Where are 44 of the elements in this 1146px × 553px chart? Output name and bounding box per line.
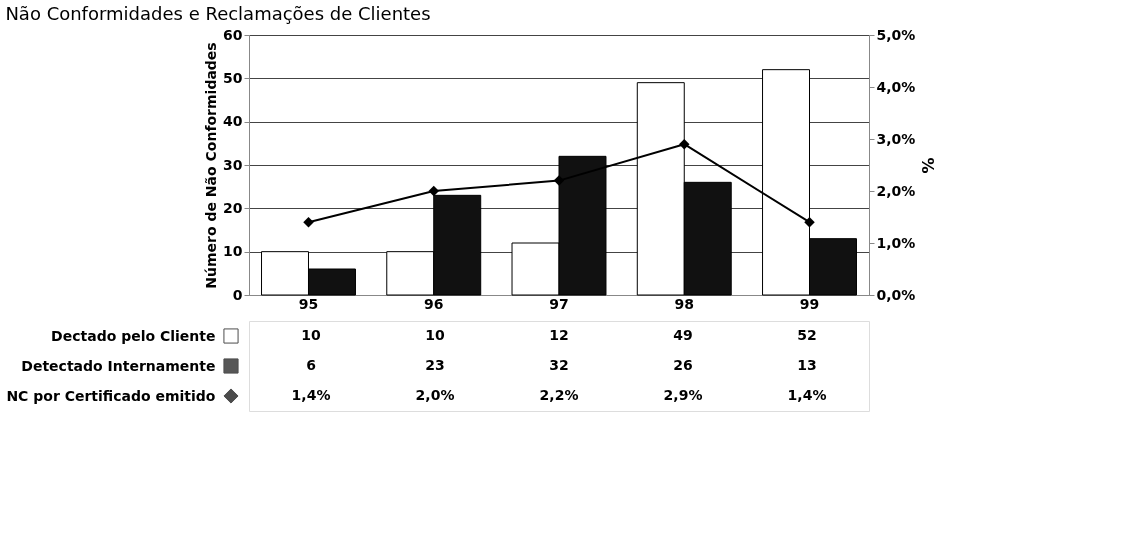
y2-axis-title: % [918,157,938,174]
data-label: 2,2% [539,387,579,403]
data-label: 2,0% [415,387,455,403]
x-tick-label: 96 [424,295,444,312]
y2-tick-label: 4,0% [876,78,916,95]
y-axis-title: Número de Não Conformidades [203,42,220,289]
x-tick-label: 98 [674,295,694,312]
legend-label: Dectado pelo Cliente [51,327,216,344]
chart-title: Não Conformidades e Reclamações de Clientes [5,2,431,24]
data-label: 12 [549,327,569,343]
y-tick-label: 10 [223,243,243,260]
data-label: 49 [673,327,693,343]
y-tick-label: 30 [223,156,243,173]
y-tick-label: 40 [223,113,243,130]
data-label: 23 [425,357,445,373]
point [303,216,314,228]
data-label: 1,4% [291,387,331,403]
y-tick-label: 60 [223,26,243,43]
y2-tick-label: 3,0% [876,130,916,147]
data-label: 10 [425,327,445,343]
data-label: 13 [797,357,817,373]
data-label: 1,4% [787,387,827,403]
data-label: 6 [306,357,316,373]
y2-tick-label: 5,0% [876,26,916,43]
legend-label: Detectado Internamente [21,357,216,374]
y2-tick-label: 1,0% [876,234,916,251]
y2-tick-label: 2,0% [876,182,916,199]
data-label: 2,9% [663,387,703,403]
x-tick-label: 97 [549,295,569,312]
point [428,185,439,197]
y-tick-label: 50 [223,69,243,86]
x-tick-label: 99 [799,295,820,312]
y-tick-label: 20 [223,199,243,216]
data-label: 52 [797,327,817,343]
data-label: 26 [673,357,693,373]
point [679,138,690,150]
legend-label: NC por Certificado emitido [6,387,216,404]
data-label: 32 [549,357,569,373]
point [553,175,565,186]
y2-tick-label: 0,0% [876,286,916,303]
data-label: 10 [301,327,321,343]
point [804,216,815,228]
x-tick-label: 95 [298,295,319,312]
y-tick-label: 0 [232,286,243,303]
